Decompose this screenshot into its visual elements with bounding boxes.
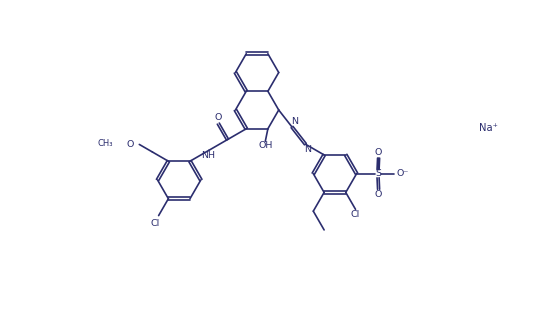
Text: N: N bbox=[305, 145, 312, 154]
Text: NH: NH bbox=[201, 151, 214, 160]
Text: Cl: Cl bbox=[151, 219, 160, 228]
Text: O: O bbox=[375, 190, 382, 199]
Text: O: O bbox=[214, 113, 222, 122]
Text: Na⁺: Na⁺ bbox=[478, 123, 497, 133]
Text: N: N bbox=[291, 117, 298, 126]
Text: O: O bbox=[127, 140, 134, 149]
Text: O: O bbox=[375, 149, 382, 158]
Text: OH: OH bbox=[258, 141, 273, 150]
Text: CH₃: CH₃ bbox=[97, 139, 112, 148]
Text: O⁻: O⁻ bbox=[396, 169, 409, 178]
Text: Cl: Cl bbox=[351, 210, 360, 219]
Text: S: S bbox=[375, 169, 381, 178]
